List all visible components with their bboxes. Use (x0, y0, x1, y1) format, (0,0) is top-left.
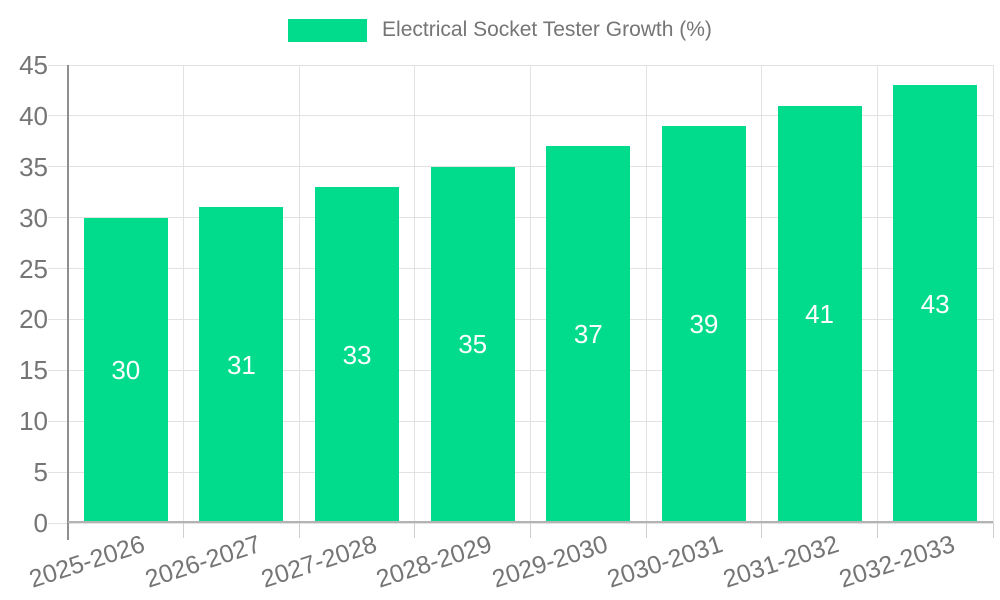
bar-2027-2028[interactable]: 33 (315, 187, 400, 523)
x-tick (876, 523, 878, 538)
x-tick-label: 2026-2027 (141, 530, 265, 594)
bar-value-label: 31 (226, 349, 256, 380)
x-gridline (645, 65, 647, 523)
y-tick-label: 20 (19, 304, 48, 335)
y-gridline (48, 217, 993, 219)
y-gridline (48, 268, 993, 270)
bar-value-label: 39 (689, 309, 719, 340)
x-tick (645, 523, 647, 538)
x-tick (530, 523, 531, 538)
plot-area: 30 31 33 35 37 39 41 43 (48, 64, 994, 540)
x-gridline (414, 65, 416, 523)
y-tick-label: 0 (33, 508, 48, 538)
bar-value-label: 37 (573, 319, 603, 350)
y-gridline (48, 420, 993, 422)
x-tick (414, 523, 416, 538)
y-tick-label: 35 (19, 151, 48, 182)
x-tick (761, 523, 763, 538)
bar-value-label: 41 (805, 298, 835, 329)
y-tick-label: 10 (19, 406, 48, 437)
x-gridline (761, 65, 763, 523)
x-gridline (298, 65, 300, 523)
y-tick-label: 40 (19, 100, 48, 131)
bar-value-label: 33 (342, 339, 372, 370)
bar-value-label: 30 (111, 354, 141, 385)
x-gridline (876, 65, 878, 523)
bar-value-label: 35 (458, 329, 488, 360)
x-axis-labels: 2025-2026 2026-2027 2027-2028 2028-2029 2029… (26, 530, 993, 600)
legend-swatch (288, 18, 368, 42)
x-gridline (992, 65, 994, 523)
x-tick (183, 523, 185, 538)
x-tick (298, 523, 300, 538)
x-tick-label: 2027-2028 (257, 530, 380, 594)
bar-value-label: 43 (920, 288, 950, 319)
y-tick-label: 5 (33, 457, 48, 488)
y-gridline (48, 64, 993, 66)
bar-2030-2031[interactable]: 39 (661, 126, 746, 523)
x-tick-label: 2031-2032 (719, 530, 843, 594)
bar-2025-2026[interactable]: 30 (83, 217, 168, 523)
x-tick-label: 2028-2029 (372, 530, 496, 594)
y-tick-label: 30 (19, 202, 48, 233)
legend-label: Electrical Socket Tester Growth (%) (382, 18, 712, 41)
y-tick-label: 15 (19, 355, 48, 386)
bar-2031-2032[interactable]: 41 (777, 105, 862, 523)
y-gridline (48, 318, 993, 320)
y-gridline (48, 471, 993, 473)
y-gridline (48, 115, 993, 117)
x-tick-label: 2025-2026 (26, 530, 149, 594)
y-tick-label: 25 (19, 253, 48, 284)
x-gridline (530, 65, 531, 523)
x-axis-line (68, 521, 993, 523)
bar-2028-2029[interactable]: 35 (430, 166, 515, 523)
y-gridline (48, 166, 993, 168)
bar-2032-2033[interactable]: 43 (893, 85, 978, 523)
x-tick-label: 2029-2030 (488, 530, 611, 594)
x-tick-label: 2032-2033 (835, 530, 958, 594)
x-gridline (183, 65, 185, 523)
bar-2029-2030[interactable]: 37 (546, 146, 631, 523)
y-tick-label: 45 (19, 50, 48, 80)
legend[interactable]: Electrical Socket Tester Growth (%) (0, 17, 1000, 43)
y-axis-line (67, 65, 69, 540)
bar-2026-2027[interactable]: 31 (199, 207, 284, 523)
x-tick-label: 2030-2031 (604, 530, 727, 594)
y-gridline (48, 369, 993, 371)
x-tick (992, 523, 994, 538)
y-gridline (48, 522, 993, 524)
